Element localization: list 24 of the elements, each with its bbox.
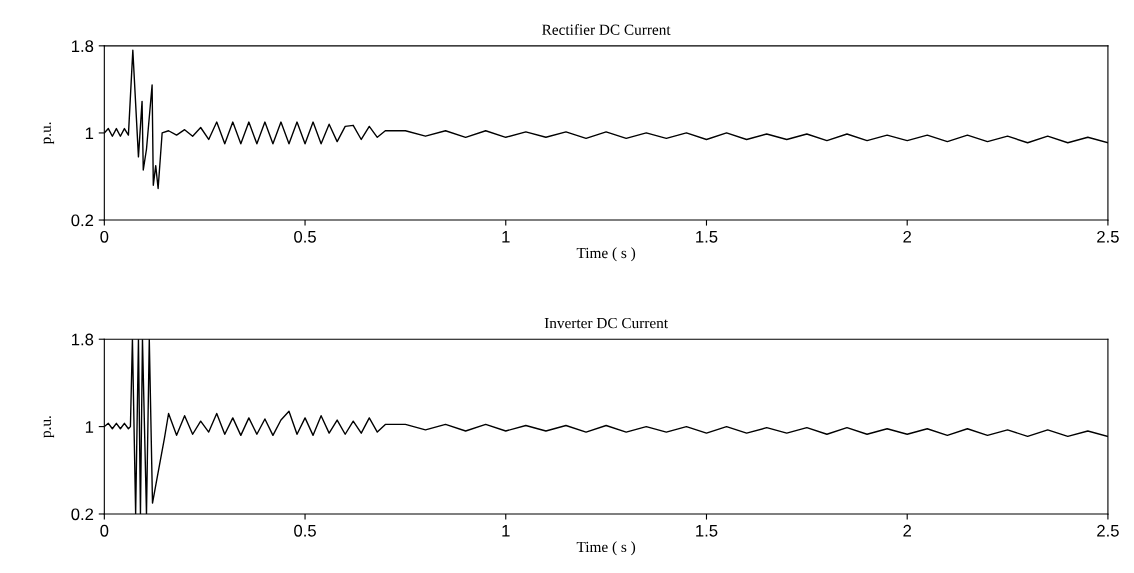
x-axis-title: Time ( s ) <box>576 541 636 556</box>
x-tick-label: 1 <box>502 231 510 243</box>
x-tick-label: 1.5 <box>696 525 718 537</box>
x-tick-label: 0 <box>100 524 109 537</box>
y-tick-label: 0.2 <box>71 214 94 227</box>
y-tick-label: 1 <box>85 421 94 433</box>
x-tick-label: 2 <box>903 230 911 243</box>
y-tick-label: 0.2 <box>71 508 94 521</box>
chart-title: Rectifier DC Current <box>542 23 671 35</box>
x-tick-label: 2.5 <box>1097 524 1119 537</box>
y-axis-title: p.u. <box>43 416 55 438</box>
x-tick-label: 2.5 <box>1097 230 1119 243</box>
x-tick-label: 0.5 <box>294 230 316 243</box>
x-tick-label: 0.5 <box>294 524 316 537</box>
x-axis-title: Time ( s ) <box>576 247 636 262</box>
x-tick-label: 0 <box>100 230 109 243</box>
y-tick-label: 1.8 <box>72 333 94 346</box>
x-tick-label: 1 <box>502 525 510 537</box>
y-tick-label: 1.8 <box>72 40 94 53</box>
chart-title: Inverter DC Current <box>544 317 668 329</box>
y-tick-label: 1 <box>85 127 94 139</box>
x-tick-label: 1.5 <box>696 231 718 243</box>
x-tick-label: 2 <box>903 524 911 537</box>
y-axis-title: p.u. <box>43 122 55 145</box>
